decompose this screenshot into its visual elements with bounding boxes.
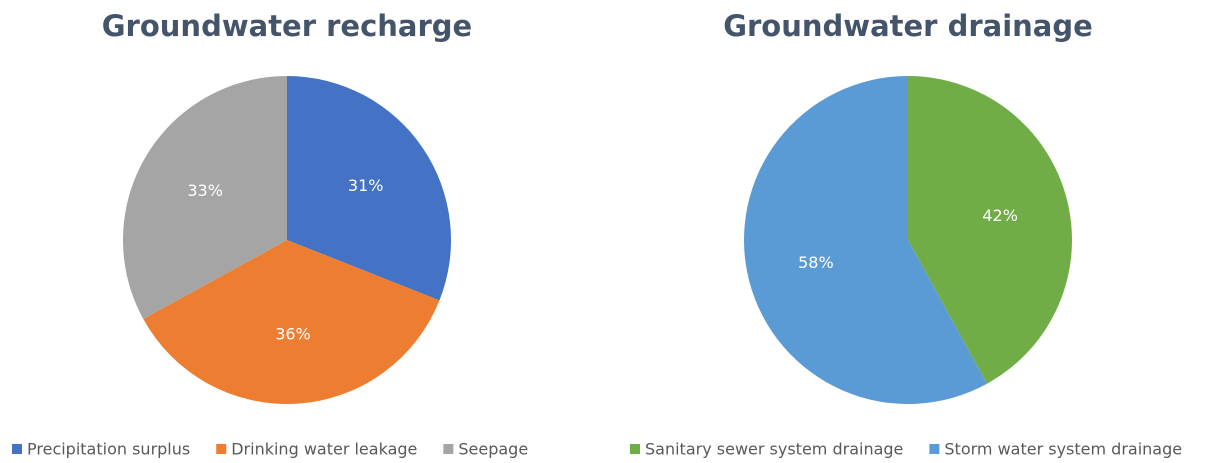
- pie-slice: [143, 240, 440, 404]
- legend-swatch: [216, 444, 227, 454]
- pie-slice: [908, 76, 1072, 384]
- pie-slice: [743, 76, 988, 405]
- data-label: 58%: [798, 253, 834, 272]
- legend-swatch: [929, 444, 940, 454]
- legend-label: Storm water system drainage: [944, 440, 1182, 459]
- data-label: 31%: [348, 176, 384, 195]
- data-label: 33%: [187, 181, 223, 200]
- data-label: 36%: [275, 324, 311, 343]
- legend-label: Seepage: [458, 440, 528, 459]
- legend-label: Precipitation surplus: [27, 440, 190, 459]
- legend-label: Drinking water leakage: [231, 440, 417, 459]
- legend-swatch: [443, 444, 454, 454]
- chart-title: Groundwater drainage: [723, 9, 1093, 43]
- legend-swatch: [12, 444, 22, 454]
- legend-label: Sanitary sewer system drainage: [645, 440, 903, 459]
- pie-slice: [287, 76, 451, 301]
- pie-slice: [123, 76, 288, 320]
- data-label: 42%: [982, 206, 1018, 225]
- legend-swatch: [630, 444, 640, 454]
- chart-title: Groundwater recharge: [102, 9, 472, 43]
